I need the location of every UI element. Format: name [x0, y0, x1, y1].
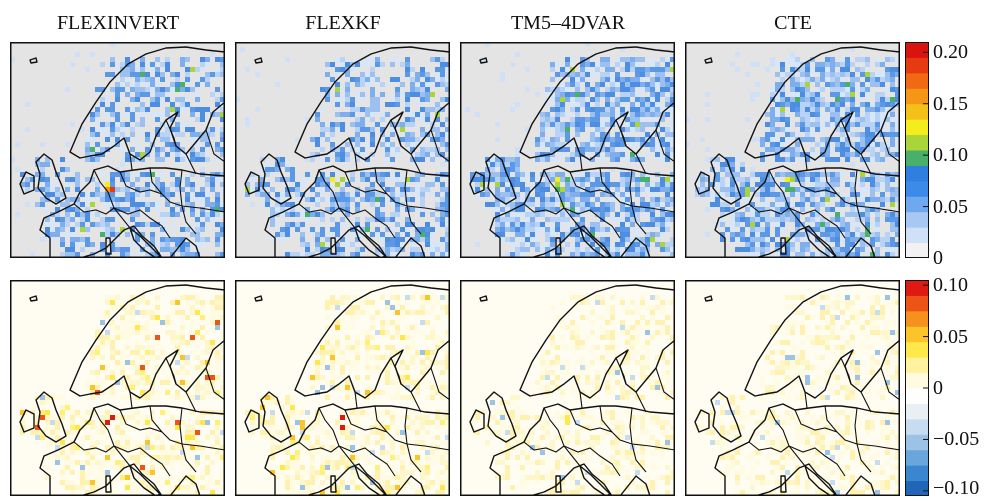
map-panel — [685, 42, 905, 262]
colorbar-tick-label: 0.20 — [933, 42, 968, 62]
colorbar-segment — [905, 196, 929, 212]
colorbar-segment — [905, 388, 929, 404]
colorbar-segment — [905, 373, 929, 389]
colorbar-tick-label: 0 — [933, 378, 943, 398]
colorbar-segment — [905, 88, 929, 104]
colorbar-tick-label: 0.10 — [933, 145, 968, 165]
colorbar-segment — [905, 165, 929, 181]
europe-map — [685, 280, 900, 496]
colorbar-tick-label: −0.10 — [933, 478, 979, 498]
colorbar-segment — [905, 150, 929, 166]
colorbar-bottom — [905, 280, 929, 496]
map-panel — [10, 42, 230, 262]
column-title-tm5-4dvar: TM5–4DVAR — [458, 12, 678, 35]
colorbar-segment — [905, 481, 929, 496]
colorbar-segment — [905, 419, 929, 435]
colorbar-segment — [905, 326, 929, 342]
column-title-flexkf: FLEXKF — [233, 12, 453, 35]
colorbar-segment — [905, 342, 929, 358]
colorbar-segment — [905, 227, 929, 243]
europe-map — [460, 42, 675, 258]
colorbar-segment — [905, 280, 929, 296]
colorbar-tick-label: 0.05 — [933, 197, 968, 217]
colorbar-tick-label: 0.10 — [933, 275, 968, 295]
europe-map — [685, 42, 900, 258]
colorbar-segment — [905, 181, 929, 197]
colorbar-tick-label: 0.05 — [933, 327, 968, 347]
colorbar-segment — [905, 357, 929, 373]
colorbar-tick-label: 0 — [933, 248, 943, 268]
colorbar-top — [905, 42, 929, 258]
column-title-cte: CTE — [683, 12, 903, 35]
colorbar-segment — [905, 311, 929, 327]
colorbar-segment — [905, 57, 929, 73]
colorbar-segment — [905, 119, 929, 135]
colorbar-segment — [905, 135, 929, 151]
map-panel — [460, 42, 680, 262]
column-title-flexinvert: FLEXINVERT — [8, 12, 228, 35]
europe-map — [460, 280, 675, 496]
colorbar-segment — [905, 212, 929, 228]
map-panel — [460, 280, 680, 500]
colorbar-segment — [905, 434, 929, 450]
colorbar-segment — [905, 450, 929, 466]
map-panel — [685, 280, 905, 500]
colorbar-tick-label: 0.15 — [933, 94, 968, 114]
europe-map — [10, 42, 225, 258]
colorbar-segment — [905, 73, 929, 89]
colorbar-segment — [905, 42, 929, 58]
colorbar-segment — [905, 403, 929, 419]
map-panel — [235, 280, 455, 500]
europe-map — [235, 42, 450, 258]
europe-map — [235, 280, 450, 496]
colorbar-segment — [905, 243, 929, 258]
europe-map — [10, 280, 225, 496]
colorbar-tick-label: −0.05 — [933, 429, 979, 449]
colorbar-segment — [905, 295, 929, 311]
map-panel — [235, 42, 455, 262]
colorbar-segment — [905, 465, 929, 481]
colorbar-segment — [905, 104, 929, 120]
map-panel — [10, 280, 230, 500]
